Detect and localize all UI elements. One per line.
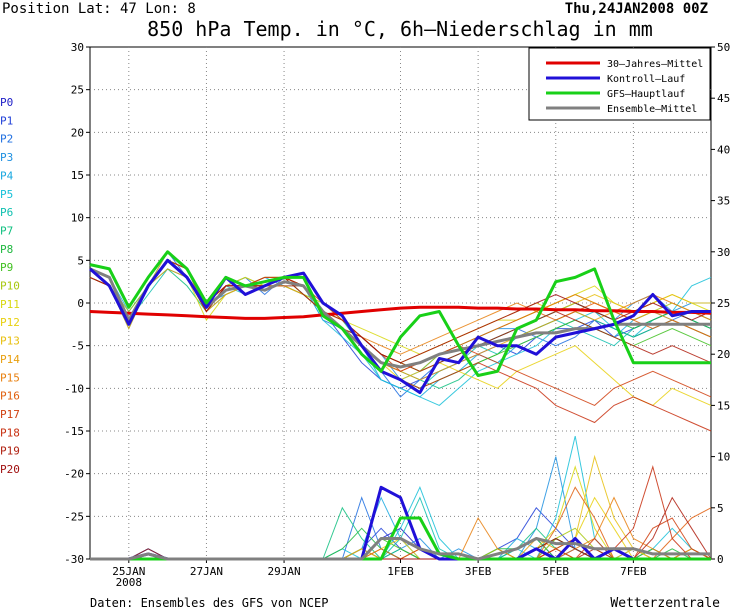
member-label: P9	[0, 261, 13, 274]
member-label: P7	[0, 224, 13, 237]
left-tick-label: 15	[71, 169, 84, 182]
member-label: P10	[0, 280, 20, 293]
left-tick-label: -30	[64, 553, 84, 566]
right-tick-label: 25	[717, 297, 730, 310]
right-tick-label: 50	[717, 41, 730, 54]
x-tick-label: 1FEB	[387, 565, 414, 578]
x-tick-label: 5FEB	[543, 565, 570, 578]
member-label: P2	[0, 133, 13, 146]
member-label: P12	[0, 316, 20, 329]
member-label: P19	[0, 445, 20, 458]
chart-title: 850 hPa Temp. in °C, 6h–Niederschlag in …	[147, 17, 653, 41]
right-tick-label: 40	[717, 143, 730, 156]
axes: 302520151050-5-10-15-20-25-3050454035302…	[64, 41, 730, 589]
left-tick-label: 30	[71, 41, 84, 54]
left-tick-label: -10	[64, 382, 84, 395]
member-label: P11	[0, 298, 20, 311]
left-tick-label: -25	[64, 510, 84, 523]
temp-series-line	[89, 250, 711, 377]
left-tick-label: -20	[64, 468, 84, 481]
position-label: Position Lat: 47 Lon: 8	[2, 1, 196, 17]
member-label: P4	[0, 169, 14, 182]
right-tick-label: 10	[717, 451, 730, 464]
left-tick-label: 25	[71, 84, 84, 97]
member-label: P18	[0, 426, 20, 439]
legend-entries: 30–Jahres–Mittel Kontroll–Lauf GFS–Hauptla…	[546, 59, 703, 115]
left-tick-label: 5	[77, 254, 84, 267]
precip-series-line	[90, 537, 711, 561]
legend-label: Ensemble–Mittel	[607, 104, 697, 115]
x-year-label: 2008	[116, 576, 143, 589]
temp-series-line	[89, 305, 712, 320]
member-label: P0	[0, 96, 13, 109]
x-tick-label: 3FEB	[465, 565, 492, 578]
right-tick-label: 20	[717, 348, 730, 361]
legend-label: GFS–Hauptlauf	[607, 89, 685, 100]
data-source: Daten: Ensembles des GFS von NCEP	[90, 596, 328, 609]
left-tick-label: 0	[77, 297, 84, 310]
member-label: P5	[0, 188, 13, 201]
member-label: P16	[0, 390, 20, 403]
right-tick-label: 15	[717, 399, 730, 412]
right-tick-label: 5	[717, 502, 724, 515]
member-label: P1	[0, 114, 13, 127]
x-tick-label: 7FEB	[620, 565, 647, 578]
run-date: Thu,24JAN2008 00Z	[565, 1, 708, 17]
right-tick-label: 0	[717, 553, 724, 566]
member-label: P17	[0, 408, 20, 421]
member-labels: P0 P1 P2 P3 P4 P5 P6 P7 P8 P9 P10 P11 P12 P13 P14 P15 P1…	[0, 96, 20, 476]
brand-name: Wetterzentrale	[610, 596, 720, 609]
legend-label: Kontroll–Lauf	[607, 74, 685, 85]
member-label: P14	[0, 353, 20, 366]
member-label: P20	[0, 463, 20, 476]
member-label: P6	[0, 206, 13, 219]
right-tick-label: 45	[717, 92, 730, 105]
left-tick-label: 20	[71, 126, 84, 139]
member-temp-line	[89, 259, 712, 355]
right-tick-label: 35	[717, 195, 730, 208]
temp-series-line	[89, 258, 711, 395]
left-tick-label: -5	[71, 340, 84, 353]
member-label: P15	[0, 371, 20, 384]
member-label: P8	[0, 243, 13, 256]
x-tick-label: 29JAN	[268, 565, 301, 578]
right-tick-label: 30	[717, 246, 730, 259]
legend: 30–Jahres–Mittel Kontroll–Lauf GFS–Hauptla…	[528, 47, 711, 121]
left-tick-label: -15	[64, 425, 84, 438]
legend-label: 30–Jahres–Mittel	[607, 59, 703, 70]
member-label: P13	[0, 335, 20, 348]
x-tick-label: 27JAN	[190, 565, 223, 578]
left-tick-label: 10	[71, 212, 84, 225]
member-label: P3	[0, 151, 13, 164]
x-tick-label: 25JAN	[112, 565, 145, 578]
main-series-lines	[89, 250, 712, 561]
